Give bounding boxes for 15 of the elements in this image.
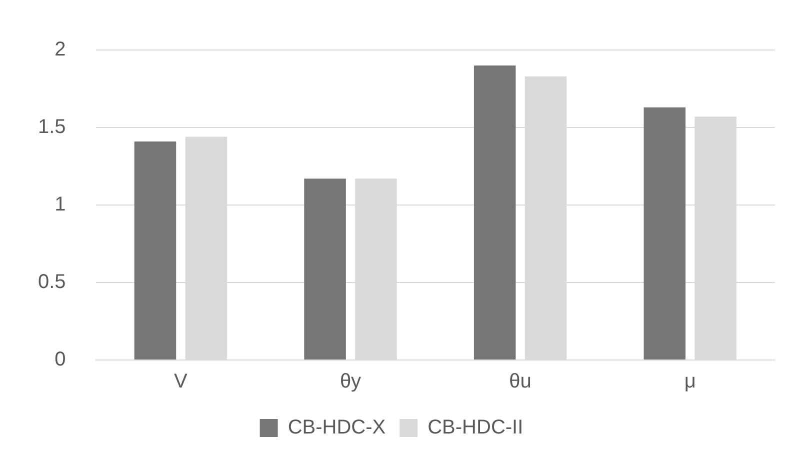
y-tick-label: 1 — [54, 194, 66, 216]
bar — [644, 107, 686, 360]
legend-label: CB-HDC-X — [288, 416, 386, 439]
x-tick-label: θy — [340, 370, 362, 393]
x-tick-label: μ — [684, 370, 696, 393]
y-tick-label: 1.5 — [38, 116, 66, 138]
y-tick-label: 0 — [54, 348, 66, 371]
legend-label: CB-HDC-II — [428, 416, 524, 439]
x-tick-label: V — [174, 370, 188, 393]
y-tick-label: 2 — [54, 38, 66, 61]
bar — [304, 178, 346, 360]
y-tick-label: 0.5 — [38, 271, 66, 294]
bar — [474, 66, 516, 360]
x-tick-label: θu — [509, 370, 532, 393]
bar — [134, 141, 176, 360]
